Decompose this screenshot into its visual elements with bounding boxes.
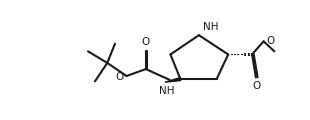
Text: O: O <box>266 36 274 46</box>
Text: O: O <box>253 81 261 91</box>
Text: NH: NH <box>203 22 218 32</box>
Text: O: O <box>115 72 123 82</box>
Text: NH: NH <box>159 86 174 96</box>
Text: O: O <box>142 37 150 47</box>
Polygon shape <box>165 78 181 82</box>
